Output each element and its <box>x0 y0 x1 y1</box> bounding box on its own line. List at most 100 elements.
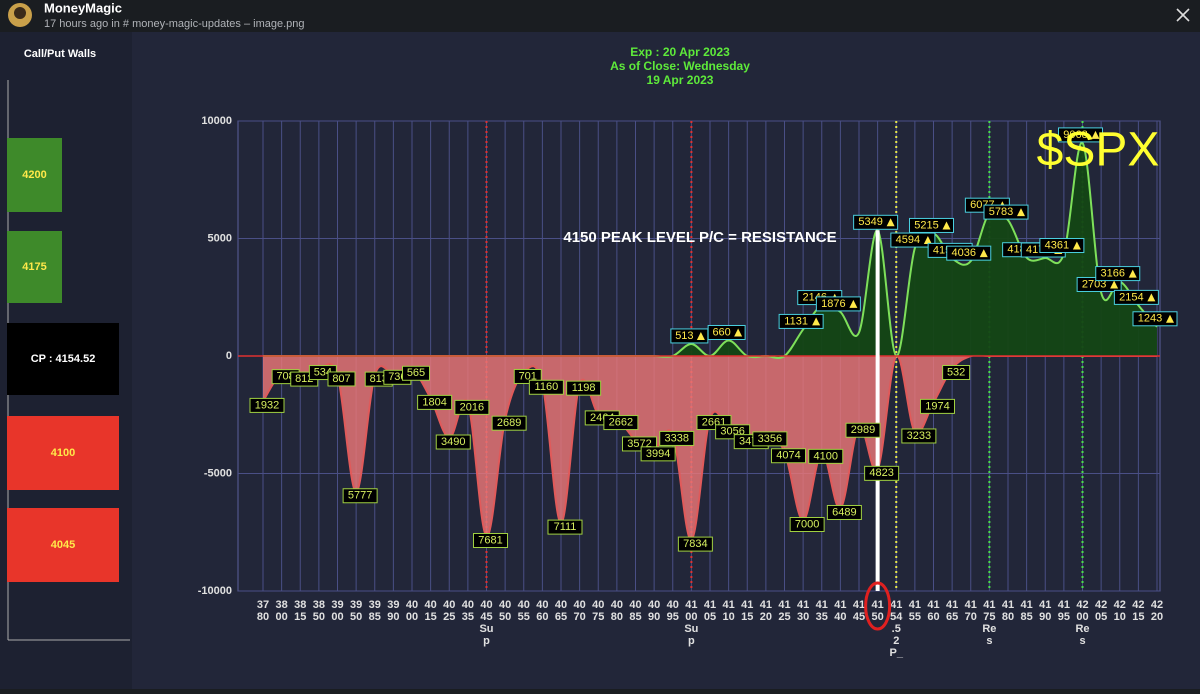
label-box <box>1039 238 1085 254</box>
meta: 17 hours ago in # money-magic-updates – … <box>44 18 305 30</box>
value-label: 7111 <box>547 519 583 535</box>
x-tick-label: 41 60 <box>927 599 939 623</box>
label-text: 660 <box>712 326 730 338</box>
x-tick-label: 41 54.5 2 P_ <box>890 599 904 659</box>
x-tick-label: 41 75 Re s <box>982 599 996 647</box>
wall-box <box>7 508 119 582</box>
value-label: 1974 <box>920 398 955 414</box>
label-box <box>983 204 1029 220</box>
y-tick-label: 0 <box>226 350 232 362</box>
label-arrow <box>886 218 895 227</box>
chart-title: As of Close: Wednesday <box>610 59 750 73</box>
value-label: 2016 <box>454 399 490 415</box>
wall-box <box>7 323 119 395</box>
x-tick-label: 41 25 <box>778 599 790 623</box>
label-text: 1974 <box>925 400 949 412</box>
x-tick-label: 38 15 <box>294 599 306 623</box>
x-tick-label: 41 20 <box>760 599 772 623</box>
x-tick-label: 41 80 <box>1002 599 1014 623</box>
value-label: 4074 <box>771 448 806 464</box>
label-box <box>853 214 899 230</box>
value-label: 513 <box>670 328 709 344</box>
peak-circle <box>864 581 892 631</box>
x-tick-label: 40 90 <box>648 599 660 623</box>
label-text: 813 <box>370 373 388 385</box>
label-text: 3356 <box>758 433 782 445</box>
value-label: 4594 <box>890 232 936 248</box>
y-tick-label: -5000 <box>204 467 232 479</box>
label-box <box>752 431 788 447</box>
value-label: 1243 <box>1132 311 1178 327</box>
close-button[interactable] <box>1176 8 1190 22</box>
wall-label: CP : 4154.52 <box>31 353 96 365</box>
label-text: 5215 <box>914 219 938 231</box>
value-label: 1198 <box>566 380 602 396</box>
label-box <box>547 519 583 535</box>
value-label: 3994 <box>640 446 676 462</box>
label-text: 2689 <box>497 417 521 429</box>
x-tick-label: 40 00 <box>406 599 418 623</box>
value-label: 660 <box>707 324 746 340</box>
x-tick-label: 41 00 Su p <box>684 599 698 647</box>
chart-title: Exp : 20 Apr 2023 <box>630 45 730 59</box>
label-box <box>808 448 844 464</box>
annotation: 4150 PEAK LEVEL P/C = RESISTANCE <box>563 229 836 246</box>
value-label: 7000 <box>789 517 825 532</box>
x-tick-label: 41 10 <box>723 599 735 623</box>
x-tick-label: 40 35 <box>462 599 474 623</box>
label-text: 4154 <box>933 244 957 256</box>
label-box <box>491 415 527 431</box>
label-box <box>815 296 861 312</box>
x-tick-label: 41 55 <box>909 599 921 623</box>
value-label: 701 <box>513 368 542 384</box>
label-text: 2154 <box>1119 291 1143 303</box>
label-text: 1131 <box>784 315 808 327</box>
wall-label: 4200 <box>22 169 46 181</box>
wall-label: 4175 <box>22 261 46 273</box>
label-text: 1198 <box>572 382 596 394</box>
label-text: 7681 <box>478 534 502 546</box>
label-text: 7111 <box>554 521 577 533</box>
label-box <box>677 536 713 552</box>
value-label: 2689 <box>491 415 527 431</box>
label-arrow <box>849 299 858 308</box>
label-box <box>342 488 378 504</box>
label-text: 565 <box>407 367 425 379</box>
label-text: 701 <box>519 370 537 382</box>
label-box <box>640 446 676 462</box>
value-label: 1131 <box>778 313 824 329</box>
value-label: 4823 <box>864 465 900 481</box>
label-box <box>528 379 564 395</box>
value-label: 4036 <box>946 245 992 261</box>
label-text: 5349 <box>858 216 882 228</box>
value-label: 9068 <box>1058 127 1103 143</box>
label-text: 2016 <box>460 401 484 413</box>
x-tick-label: 40 60 <box>536 599 548 623</box>
label-text: 3338 <box>665 432 689 444</box>
value-label: 7681 <box>473 533 508 549</box>
wall-label: 4045 <box>51 539 75 551</box>
label-text: 513 <box>675 330 693 342</box>
label-box <box>454 399 490 415</box>
value-label: 1876 <box>815 296 861 312</box>
label-arrow <box>1128 269 1137 278</box>
x-tick-label: 37 80 <box>257 599 269 623</box>
label-arrow <box>923 236 932 245</box>
label-box <box>402 365 430 381</box>
area <box>263 142 1157 358</box>
x-tick-label: 40 15 <box>425 599 437 623</box>
label-arrow <box>1017 208 1025 217</box>
label-text: 4361 <box>1045 239 1069 251</box>
author[interactable]: MoneyMagic <box>44 0 122 15</box>
value-label: 1932 <box>249 397 285 413</box>
value-label: 3166 <box>1095 266 1141 282</box>
x-tick-label: 41 40 <box>834 599 846 623</box>
label-text: 532 <box>947 366 965 378</box>
value-label: 6489 <box>826 504 862 520</box>
value-label: 565 <box>402 365 430 381</box>
x-tick-label: 40 25 <box>443 599 455 623</box>
label-text: 5777 <box>348 490 372 502</box>
label-arrow <box>1147 293 1156 302</box>
label-text: 2989 <box>851 424 875 436</box>
label-text: 4074 <box>776 450 800 462</box>
